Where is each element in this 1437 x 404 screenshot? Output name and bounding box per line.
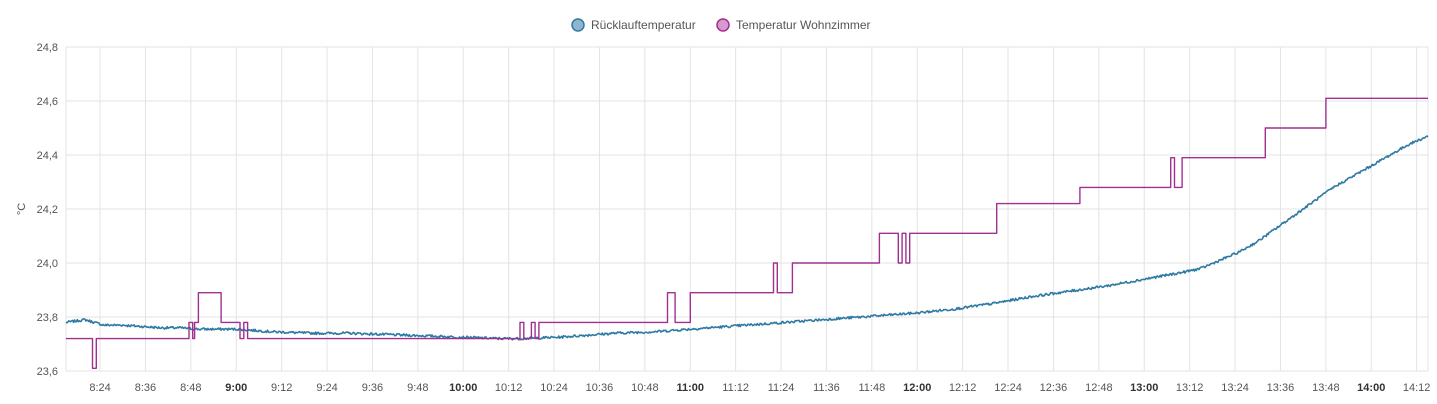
x-tick-label: 8:24 <box>89 382 110 394</box>
x-tick-label: 11:00 <box>676 382 704 394</box>
x-tick-label: 9:12 <box>271 382 292 394</box>
x-tick-label: 11:24 <box>768 382 795 394</box>
x-tick-label: 12:12 <box>949 382 977 394</box>
x-tick-label: 14:00 <box>1357 382 1385 394</box>
series-line-temperatur-wohnzimmer <box>66 97 1428 369</box>
x-tick-label: 10:48 <box>631 382 659 394</box>
series-layer <box>65 97 1429 369</box>
grid <box>65 46 1429 372</box>
x-tick-label: 8:48 <box>180 382 201 394</box>
x-tick-label: 14:12 <box>1403 382 1431 394</box>
x-tick-label: 10:24 <box>540 382 568 394</box>
y-tick-label: 23,6 <box>37 366 58 378</box>
y-tick-label: 24,0 <box>37 258 58 270</box>
y-tick-label: 24,6 <box>37 96 58 108</box>
y-tick-label: 23,8 <box>37 312 58 324</box>
y-tick-label: 24,2 <box>37 204 58 216</box>
x-axis: 8:24 8:36 8:48 9:00 9:12 9:24 9:36 9:48 10:00 10:… <box>89 382 1430 394</box>
x-tick-label: 12:24 <box>994 382 1022 394</box>
x-tick-label: 13:00 <box>1130 382 1158 394</box>
x-tick-label: 13:24 <box>1221 382 1249 394</box>
legend-label: Rücklauftemperatur <box>591 18 696 32</box>
legend: Rücklauftemperatur Temperatur Wohnzimmer <box>571 18 870 32</box>
x-tick-label: 13:48 <box>1312 382 1340 394</box>
x-tick-label: 9:48 <box>407 382 428 394</box>
y-axis-title: °C <box>16 203 28 215</box>
x-tick-label: 11:12 <box>722 382 749 394</box>
x-tick-label: 10:36 <box>586 382 614 394</box>
x-tick-label: 9:00 <box>225 382 247 394</box>
x-tick-label: 10:00 <box>449 382 477 394</box>
x-tick-label: 13:12 <box>1176 382 1204 394</box>
legend-label: Temperatur Wohnzimmer <box>736 18 870 32</box>
y-axis: 23,6 23,8 24,0 24,2 24,4 24,6 24,8 <box>37 42 58 378</box>
legend-item-ruecklauftemperatur[interactable]: Rücklauftemperatur <box>571 18 696 32</box>
y-tick-label: 24,4 <box>37 150 58 162</box>
legend-swatch <box>571 18 585 32</box>
legend-swatch <box>716 18 730 32</box>
x-tick-label: 11:48 <box>858 382 885 394</box>
x-tick-label: 9:24 <box>316 382 337 394</box>
x-tick-label: 9:36 <box>362 382 383 394</box>
x-tick-label: 11:36 <box>813 382 840 394</box>
series-line-ruecklauftemperatur <box>65 135 1429 341</box>
x-tick-label: 13:36 <box>1267 382 1295 394</box>
x-tick-label: 8:36 <box>135 382 156 394</box>
x-tick-label: 10:12 <box>495 382 523 394</box>
y-tick-label: 24,8 <box>37 42 58 54</box>
x-tick-label: 12:36 <box>1040 382 1068 394</box>
x-tick-label: 12:48 <box>1085 382 1113 394</box>
legend-item-temperatur-wohnzimmer[interactable]: Temperatur Wohnzimmer <box>716 18 870 32</box>
x-tick-label: 12:00 <box>903 382 931 394</box>
